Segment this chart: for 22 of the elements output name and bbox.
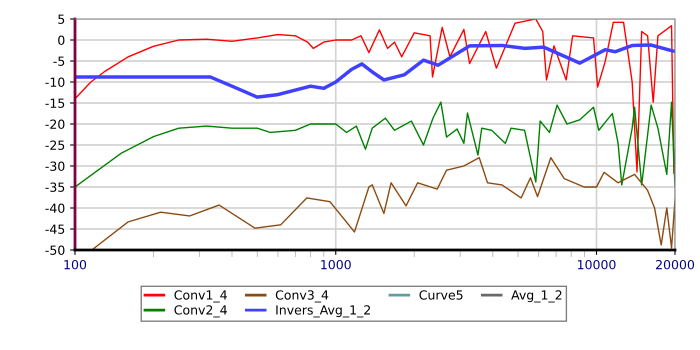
y-tick-label: 0 [58, 35, 64, 45]
y-tick-label: -40 [45, 203, 64, 213]
y-tick-label: -20 [45, 119, 64, 129]
y-tick-label: 5 [58, 14, 64, 24]
legend-label: Conv1_4 [174, 290, 227, 302]
legend-label: Conv3_4 [276, 290, 328, 302]
y-tick-label: -15 [45, 98, 64, 108]
y-tick-label: -10 [45, 77, 64, 87]
y-tick-label: -45 [45, 224, 64, 234]
x-tick-label: 20000 [656, 260, 694, 270]
x-tick-label: 10000 [578, 260, 616, 270]
y-tick-label: -35 [45, 182, 64, 192]
y-tick-label: -25 [45, 140, 64, 150]
x-tick-label: 100 [64, 260, 86, 270]
legend-label: Avg_1_2 [511, 290, 562, 302]
legend-label: Invers_Avg_1_2 [276, 305, 370, 318]
y-tick-label: -30 [45, 161, 64, 171]
legend-label: Curve5 [419, 290, 462, 300]
y-tick-label: -5 [53, 56, 64, 66]
x-tick-label: 1000 [321, 260, 351, 270]
legend-label: Conv2_4 [174, 305, 227, 318]
y-tick-label: -50 [45, 245, 64, 255]
